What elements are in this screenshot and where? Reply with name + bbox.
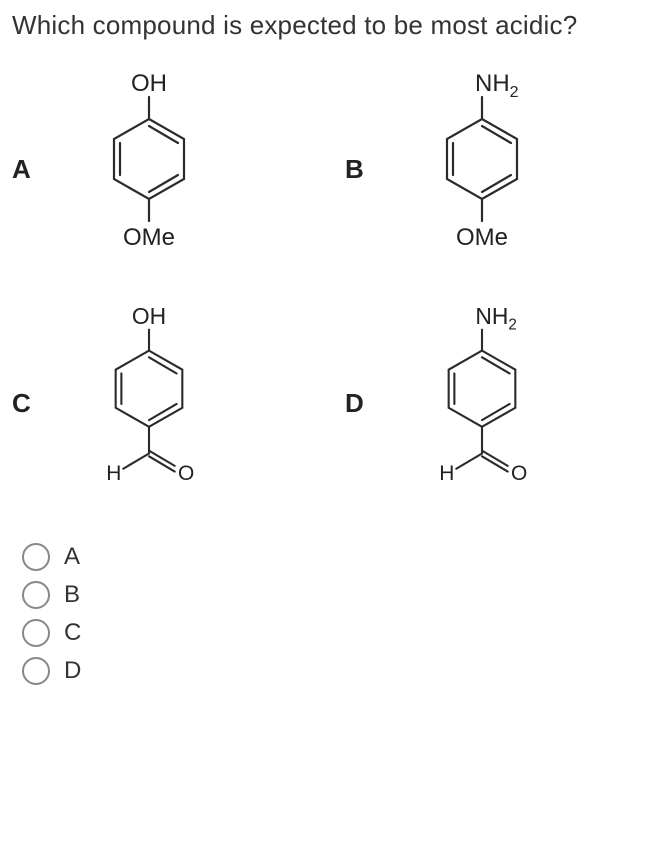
compound-letter: C [12,388,64,419]
top-group-label: NH [475,303,508,329]
compound-cell-d: D NH2 H O [345,303,658,503]
option-label: D [64,657,81,685]
compound-letter: D [345,388,397,419]
top-group-label: OH [131,70,167,97]
option-label: C [64,619,81,647]
option-a[interactable]: A [22,543,658,571]
bottom-group-label: OMe [123,224,175,251]
compound-letter: A [12,154,64,185]
structure-d: NH2 H O [397,303,567,503]
option-label: B [64,581,80,609]
option-b[interactable]: B [22,581,658,609]
radio-icon [22,543,50,571]
compound-cell-b: B NH2 OMe [345,69,658,269]
structure-c: OH H O [64,303,234,503]
bottom-group-label: OMe [456,224,508,251]
svg-text:NH2: NH2 [475,70,519,101]
radio-icon [22,657,50,685]
aldehyde-o: O [511,462,527,485]
top-group-label: NH [475,70,510,97]
option-d[interactable]: D [22,657,658,685]
structure-b: NH2 OMe [397,69,567,269]
radio-icon [22,619,50,647]
answer-options: A B C D [12,543,658,685]
compound-letter: B [345,154,397,185]
compound-grid: A OH OMe B [12,69,658,503]
structure-a: OH OMe [64,69,234,269]
aldehyde-o: O [178,462,194,485]
radio-icon [22,581,50,609]
aldehyde-h: H [106,462,121,485]
aldehyde-h: H [439,462,454,485]
compound-cell-a: A OH OMe [12,69,325,269]
top-group-label: OH [132,303,166,329]
option-label: A [64,543,80,571]
question-text: Which compound is expected to be most ac… [12,10,658,41]
option-c[interactable]: C [22,619,658,647]
compound-cell-c: C OH H O [12,303,325,503]
